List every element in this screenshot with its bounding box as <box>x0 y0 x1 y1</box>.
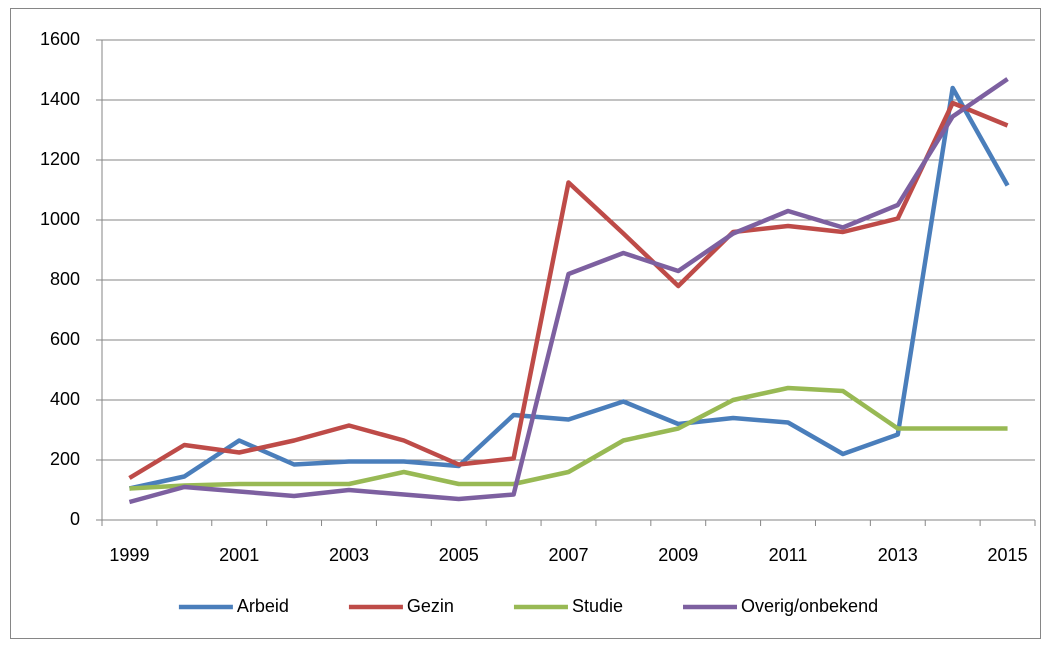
y-tick-label: 800 <box>50 269 80 289</box>
y-tick-label: 1000 <box>40 209 80 229</box>
x-tick-label: 2009 <box>658 545 698 565</box>
chart-frame <box>10 8 1041 639</box>
x-tick-label: 2005 <box>439 545 479 565</box>
series-line <box>128 77 1009 505</box>
legend-label: Overig/onbekend <box>741 596 878 616</box>
y-tick-label: 600 <box>50 329 80 349</box>
y-tick-label: 1400 <box>40 89 80 109</box>
y-tick-label: 1600 <box>40 29 80 49</box>
legend-label: Arbeid <box>237 596 289 616</box>
x-tick-label: 2003 <box>329 545 369 565</box>
legend-label: Gezin <box>407 596 454 616</box>
x-tick-label: 2011 <box>769 545 808 565</box>
series-line <box>129 385 1008 491</box>
y-tick-label: 400 <box>50 389 80 409</box>
y-tick-label: 1200 <box>40 149 80 169</box>
x-tick-label: 2001 <box>219 545 259 565</box>
x-tick-label: 2015 <box>988 545 1028 565</box>
y-tick-label: 200 <box>50 449 80 469</box>
series-line <box>128 85 1010 491</box>
x-tick-label: 1999 <box>109 545 149 565</box>
x-tick-label: 2007 <box>548 545 588 565</box>
x-tick-label: 2013 <box>878 545 918 565</box>
series-line <box>128 100 1009 480</box>
y-tick-label: 0 <box>70 509 80 529</box>
legend-label: Studie <box>572 596 623 616</box>
